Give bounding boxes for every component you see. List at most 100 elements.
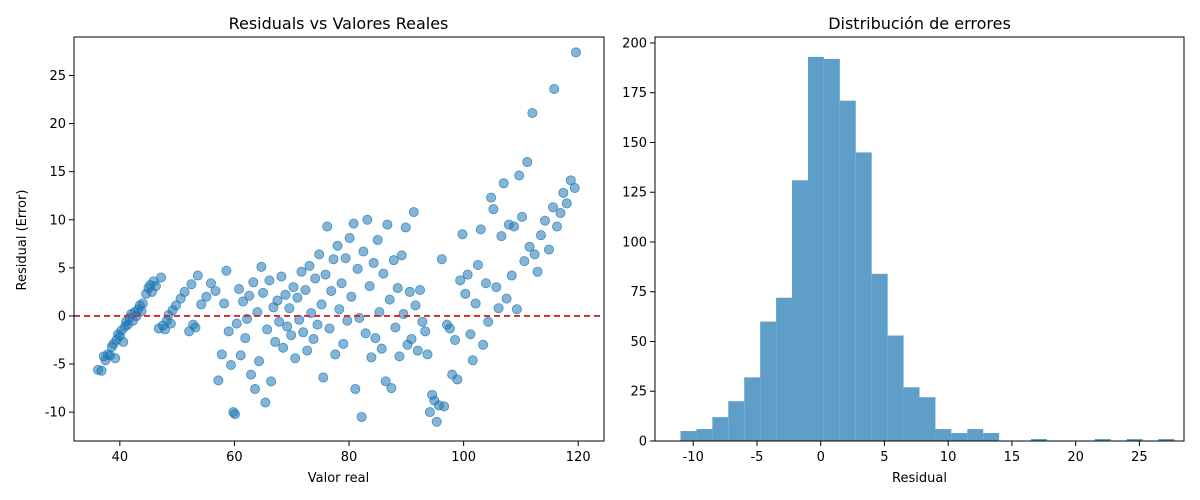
scatter-point <box>312 319 323 330</box>
scatter-point <box>455 275 466 286</box>
scatter-point <box>196 299 207 310</box>
scatter-point <box>244 290 255 301</box>
scatter-ytick-label: 20 <box>49 117 66 132</box>
scatter-point <box>436 254 447 265</box>
scatter-point <box>514 170 525 181</box>
scatter-point <box>205 278 216 289</box>
scatter-ytick-label: 10 <box>49 213 66 228</box>
scatter-point <box>408 207 419 218</box>
scatter-point <box>298 327 309 338</box>
scatter-ytick-label: -10 <box>45 406 66 421</box>
scatter-point <box>465 329 476 340</box>
scatter-point <box>352 263 363 274</box>
scatter-point <box>460 288 471 299</box>
scatter-point <box>362 214 373 225</box>
scatter-ytick-label: 5 <box>58 261 66 276</box>
histogram-xtick-label: -5 <box>750 450 763 465</box>
scatter-point <box>509 221 520 232</box>
scatter-point <box>535 230 546 241</box>
scatter-point <box>388 255 399 266</box>
scatter-point <box>532 266 543 277</box>
scatter-point <box>264 275 275 286</box>
scatter-point <box>338 338 349 349</box>
scatter-point <box>483 316 494 327</box>
scatter-point <box>517 211 528 222</box>
histogram-xtick-label: -10 <box>683 450 704 465</box>
histogram-panel: Distribución de errores Residual -10 -5 0 5… <box>622 14 1185 486</box>
scatter-point <box>470 298 481 309</box>
histogram-ytick-label: 125 <box>622 186 647 201</box>
scatter-xtick-label: 40 <box>112 450 129 465</box>
scatter-point <box>493 303 504 314</box>
scatter-point <box>475 224 486 235</box>
histogram-bar <box>792 180 808 441</box>
histogram-xtick-label: 15 <box>1004 450 1021 465</box>
scatter-ytick-label: -5 <box>53 358 66 373</box>
scatter-ticks: 40 60 80 100 120 -10 -5 0 5 10 15 20 25 <box>45 69 591 465</box>
scatter-point <box>110 353 121 364</box>
scatter-ytick-label: 0 <box>58 309 66 324</box>
scatter-point <box>262 324 273 335</box>
scatter-point <box>354 312 365 323</box>
scatter-point <box>392 283 403 294</box>
histogram-title: Distribución de errores <box>828 14 1011 33</box>
scatter-point <box>424 407 435 418</box>
histogram-bar <box>760 321 777 441</box>
scatter-point <box>96 365 107 376</box>
scatter-point <box>266 376 277 387</box>
scatter-point <box>400 222 411 233</box>
scatter-xtick-label: 80 <box>341 450 358 465</box>
histogram-ticks: -10 -5 0 5 10 15 20 25 0 25 50 75 100 125 150 175 200 <box>622 36 1147 465</box>
scatter-point <box>213 375 224 386</box>
scatter-points <box>93 47 581 427</box>
scatter-point <box>439 401 450 412</box>
scatter-point <box>380 376 391 387</box>
scatter-point <box>272 295 283 306</box>
histogram-bar <box>728 401 745 441</box>
scatter-title: Residuals vs Valores Reales <box>229 14 449 33</box>
scatter-point <box>219 298 230 309</box>
histogram-ytick-label: 175 <box>622 86 647 101</box>
scatter-point <box>340 253 351 264</box>
histogram-bar <box>776 297 793 441</box>
scatter-point <box>506 270 517 281</box>
scatter-point <box>444 323 455 334</box>
scatter-point <box>225 360 236 371</box>
histogram-bar <box>935 429 952 441</box>
scatter-panel: Residuals vs Valores Reales Valor real R… <box>15 14 605 486</box>
scatter-point <box>410 300 421 311</box>
histogram-bar <box>1126 439 1143 441</box>
scatter-point <box>216 349 227 360</box>
scatter-point <box>186 279 197 290</box>
histogram-bar <box>983 433 1000 441</box>
scatter-point <box>539 215 550 226</box>
scatter-point <box>258 287 269 298</box>
scatter-point <box>467 355 478 366</box>
scatter-point <box>486 192 497 203</box>
scatter-point <box>250 384 261 395</box>
histogram-bar <box>807 56 824 441</box>
scatter-point <box>543 244 554 255</box>
scatter-point <box>156 272 167 283</box>
scatter-point <box>288 282 299 293</box>
scatter-point <box>527 107 538 118</box>
scatter-point <box>334 304 345 315</box>
scatter-point <box>274 316 285 327</box>
scatter-point <box>318 372 329 383</box>
scatter-point <box>230 409 241 420</box>
histogram-bar <box>919 397 936 441</box>
scatter-point <box>404 286 415 297</box>
scatter-xtick-label: 60 <box>226 450 243 465</box>
histogram-bar <box>1031 439 1047 441</box>
histogram-bars <box>680 56 1175 442</box>
scatter-point <box>431 416 442 427</box>
histogram-ytick-label: 75 <box>630 285 647 300</box>
scatter-point <box>552 221 563 232</box>
scatter-point <box>278 342 289 353</box>
scatter-point <box>366 352 377 363</box>
scatter-point <box>248 277 259 288</box>
scatter-axes-frame <box>73 36 605 442</box>
scatter-point <box>310 273 321 284</box>
scatter-point <box>565 175 576 186</box>
